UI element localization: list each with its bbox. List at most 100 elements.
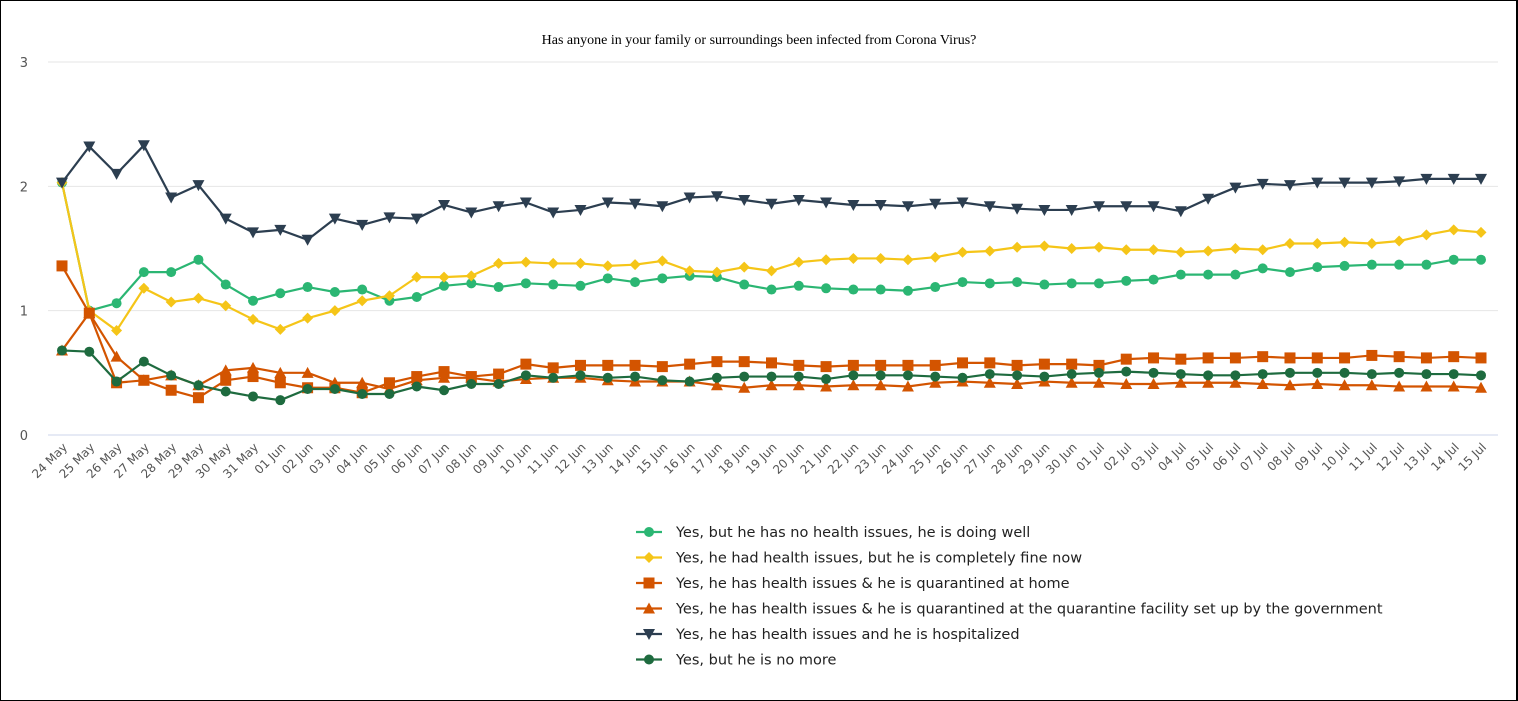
data-point[interactable] <box>165 384 177 396</box>
data-point[interactable] <box>601 197 614 209</box>
legend-item[interactable]: Yes, but he has no health issues, he is … <box>636 525 1030 541</box>
data-point[interactable] <box>466 379 477 390</box>
data-point[interactable] <box>875 359 887 371</box>
data-point[interactable] <box>847 199 860 211</box>
data-point[interactable] <box>1174 206 1187 218</box>
data-point[interactable] <box>1066 369 1077 380</box>
data-point[interactable] <box>793 359 805 371</box>
data-point[interactable] <box>956 197 969 209</box>
data-point[interactable] <box>929 251 941 263</box>
data-point[interactable] <box>383 290 395 302</box>
data-point[interactable] <box>1283 180 1296 192</box>
data-point[interactable] <box>1120 378 1133 390</box>
data-point[interactable] <box>1366 238 1378 250</box>
data-point[interactable] <box>1012 370 1023 381</box>
data-point[interactable] <box>1202 376 1215 388</box>
data-point[interactable] <box>574 257 586 269</box>
data-point[interactable] <box>329 383 340 394</box>
data-point[interactable] <box>1256 178 1269 190</box>
data-point[interactable] <box>1011 241 1023 253</box>
data-point[interactable] <box>1256 378 1269 390</box>
data-point[interactable] <box>657 375 668 386</box>
data-point[interactable] <box>356 376 369 388</box>
data-point[interactable] <box>820 197 833 209</box>
legend-item[interactable]: Yes, he has health issues & he is quaran… <box>636 602 1383 618</box>
data-point[interactable] <box>1066 278 1077 289</box>
data-point[interactable] <box>1447 380 1460 392</box>
data-point[interactable] <box>1366 259 1377 270</box>
data-point[interactable] <box>711 372 722 383</box>
data-point[interactable] <box>1120 201 1133 213</box>
data-point[interactable] <box>219 213 232 225</box>
data-point[interactable] <box>575 370 586 381</box>
data-point[interactable] <box>848 284 859 295</box>
data-point[interactable] <box>56 177 68 189</box>
data-point[interactable] <box>711 266 723 278</box>
data-point[interactable] <box>248 295 259 306</box>
data-point[interactable] <box>111 325 123 337</box>
data-point[interactable] <box>1311 238 1323 250</box>
data-point[interactable] <box>1366 349 1378 361</box>
data-point[interactable] <box>1038 358 1050 370</box>
data-point[interactable] <box>929 376 942 388</box>
data-point[interactable] <box>984 278 995 289</box>
data-point[interactable] <box>328 213 341 225</box>
data-point[interactable] <box>219 364 232 376</box>
data-point[interactable] <box>793 280 804 291</box>
data-point[interactable] <box>1148 367 1159 378</box>
data-point[interactable] <box>684 265 696 277</box>
data-point[interactable] <box>1093 359 1105 371</box>
data-point[interactable] <box>738 356 750 368</box>
data-point[interactable] <box>1257 351 1269 363</box>
data-point[interactable] <box>766 284 777 295</box>
data-point[interactable] <box>438 371 451 383</box>
data-point[interactable] <box>1202 352 1214 364</box>
data-point[interactable] <box>1448 351 1460 363</box>
data-point[interactable] <box>930 371 941 382</box>
data-point[interactable] <box>1175 269 1186 280</box>
data-point[interactable] <box>1120 244 1132 256</box>
data-point[interactable] <box>1421 259 1432 270</box>
data-point[interactable] <box>1175 246 1187 258</box>
data-point[interactable] <box>738 261 750 273</box>
data-point[interactable] <box>1012 277 1023 288</box>
data-point[interactable] <box>1039 279 1050 290</box>
data-point[interactable] <box>1339 367 1350 378</box>
data-point[interactable] <box>274 224 287 236</box>
data-point[interactable] <box>684 376 695 387</box>
data-point[interactable] <box>1311 177 1324 189</box>
data-point[interactable] <box>793 256 805 268</box>
data-point[interactable] <box>166 370 177 381</box>
data-point[interactable] <box>1393 351 1405 363</box>
data-point[interactable] <box>1420 352 1432 364</box>
data-point[interactable] <box>520 256 532 268</box>
data-point[interactable] <box>902 285 913 296</box>
data-point[interactable] <box>1475 352 1487 364</box>
data-point[interactable] <box>1011 378 1024 390</box>
data-point[interactable] <box>1448 224 1460 236</box>
data-point[interactable] <box>1284 352 1296 364</box>
data-point[interactable] <box>630 277 641 288</box>
data-point[interactable] <box>1338 379 1351 391</box>
data-point[interactable] <box>821 283 832 294</box>
data-point[interactable] <box>383 377 395 389</box>
data-point[interactable] <box>1093 367 1104 378</box>
data-point[interactable] <box>302 383 313 394</box>
data-point[interactable] <box>1203 370 1214 381</box>
data-point[interactable] <box>438 271 450 283</box>
data-point[interactable] <box>793 371 804 382</box>
data-point[interactable] <box>1475 173 1487 185</box>
data-point[interactable] <box>1175 353 1187 365</box>
data-point[interactable] <box>820 361 832 373</box>
data-point[interactable] <box>137 140 150 152</box>
data-point[interactable] <box>411 271 423 283</box>
data-point[interactable] <box>738 381 751 393</box>
data-point[interactable] <box>574 204 587 216</box>
data-point[interactable] <box>1257 263 1268 274</box>
data-point[interactable] <box>1338 177 1351 189</box>
data-point[interactable] <box>657 273 668 284</box>
data-point[interactable] <box>1339 260 1350 271</box>
data-point[interactable] <box>738 195 751 207</box>
data-point[interactable] <box>520 278 531 289</box>
data-point[interactable] <box>465 270 477 282</box>
